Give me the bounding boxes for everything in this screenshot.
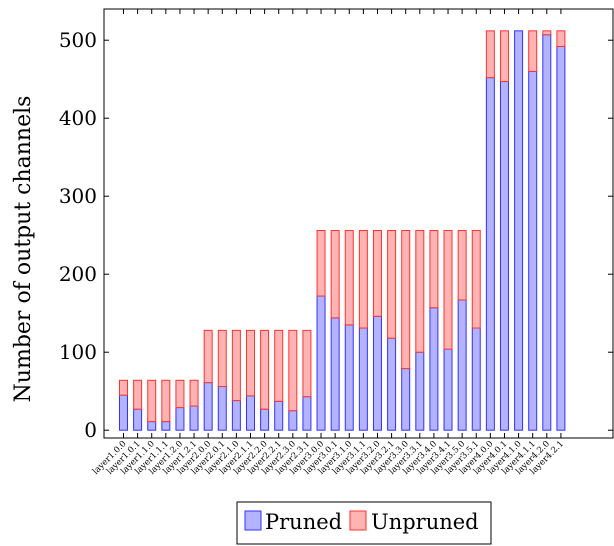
bar-pruned-layer2.1.1 <box>245 395 255 431</box>
bar-pruned-layer1.0.0 <box>119 394 128 431</box>
bar-pruned-layer3.3.0 <box>401 368 411 431</box>
bar-unpruned-layer2.1.0 <box>231 329 241 402</box>
legend-swatch-unpruned <box>349 510 367 531</box>
bar-unpruned-layer1.0.0 <box>119 379 128 396</box>
bar-unpruned-layer3.0.1 <box>330 230 340 319</box>
bar-unpruned-layer3.3.0 <box>401 230 411 370</box>
bar-unpruned-layer3.2.0 <box>372 230 382 317</box>
bar-unpruned-layer2.2.0 <box>260 329 270 410</box>
bar-pruned-layer2.0.0 <box>203 382 213 431</box>
y-tick-label: 200 <box>59 262 97 286</box>
bar-pruned-layer4.0.0 <box>485 77 495 431</box>
bar-unpruned-layer1.1.1 <box>161 379 171 423</box>
bar-pruned-layer4.2.1 <box>556 45 566 431</box>
bar-unpruned-layer4.2.1 <box>556 30 566 47</box>
bar-pruned-layer4.0.1 <box>499 81 509 431</box>
bar-pruned-layer1.2.0 <box>175 407 185 431</box>
bar-unpruned-layer2.3.0 <box>288 329 298 412</box>
bar-unpruned-layer3.4.0 <box>429 230 439 309</box>
bar-unpruned-layer3.2.1 <box>387 230 397 339</box>
y-tick-label: 0 <box>84 418 97 442</box>
bar-pruned-layer3.2.1 <box>387 337 397 431</box>
bar-pruned-layer2.2.0 <box>260 408 270 431</box>
x-axis-ticks: layer1.0.0layer1.0.1layer1.1.0layer1.1.1… <box>91 9 566 477</box>
y-tick-label: 400 <box>59 106 97 130</box>
bar-unpruned-layer2.0.0 <box>203 329 213 384</box>
bar-unpruned-layer2.2.1 <box>274 329 284 402</box>
legend-swatch-pruned <box>244 510 262 531</box>
bar-pruned-layer3.4.1 <box>443 348 453 431</box>
plot-frame <box>103 8 614 439</box>
bar-pruned-layer4.2.0 <box>542 34 552 431</box>
bar-pruned-layer3.0.0 <box>316 295 326 431</box>
legend: Pruned Unpruned <box>236 501 492 545</box>
bar-pruned-layer2.3.0 <box>288 410 298 431</box>
bar-unpruned-layer3.1.1 <box>358 230 368 329</box>
bar-pruned-layer2.2.1 <box>274 400 284 431</box>
legend-label-unpruned: Unpruned <box>371 510 479 534</box>
bar-unpruned-layer2.1.1 <box>245 329 255 397</box>
bar-unpruned-layer4.1.1 <box>528 30 538 72</box>
bar-pruned-layer1.0.1 <box>133 408 143 431</box>
y-tick-label: 300 <box>59 184 97 208</box>
y-tick-label: 500 <box>59 28 97 52</box>
bar-pruned-layer4.1.1 <box>528 70 538 431</box>
bar-pruned-layer3.5.1 <box>471 327 481 431</box>
bar-unpruned-layer3.5.1 <box>471 230 481 329</box>
bar-pruned-layer2.1.0 <box>231 400 241 431</box>
bar-unpruned-layer1.0.1 <box>133 379 143 410</box>
bar-unpruned-layer3.0.0 <box>316 230 326 297</box>
bar-unpruned-layer3.1.0 <box>344 230 354 326</box>
bar-pruned-layer3.2.0 <box>372 315 382 431</box>
bar-unpruned-layer4.0.0 <box>485 30 495 79</box>
bar-unpruned-layer2.3.1 <box>302 329 312 398</box>
y-tick-label: 100 <box>59 340 97 364</box>
bar-unpruned-layer4.2.0 <box>542 30 552 36</box>
bar-pruned-layer3.4.0 <box>429 307 439 431</box>
y-axis-label: Number of output channels <box>11 96 36 403</box>
bar-unpruned-layer2.0.1 <box>217 329 227 388</box>
bar-pruned-layer3.5.0 <box>457 299 467 431</box>
y-axis-ticks: 0 100 200 300 400 500 <box>59 28 613 442</box>
bar-pruned-layer4.1.0 <box>514 30 524 431</box>
bar-pruned-layer3.1.1 <box>358 327 368 431</box>
bars-group <box>119 30 566 431</box>
bar-pruned-layer1.1.1 <box>161 421 171 431</box>
bar-pruned-layer3.0.1 <box>330 317 340 431</box>
bar-unpruned-layer1.2.0 <box>175 379 185 409</box>
bar-unpruned-layer3.3.1 <box>415 230 425 353</box>
bar-unpruned-layer3.4.1 <box>443 230 453 350</box>
bar-pruned-layer1.1.0 <box>147 421 157 431</box>
bar-unpruned-layer3.5.0 <box>457 230 467 301</box>
bar-pruned-layer1.2.1 <box>189 405 199 431</box>
bar-pruned-layer2.3.1 <box>302 396 312 431</box>
bar-unpruned-layer1.1.0 <box>147 379 157 423</box>
bar-unpruned-layer4.0.1 <box>499 30 509 83</box>
legend-label-pruned: Pruned <box>265 510 342 534</box>
bar-pruned-layer3.1.0 <box>344 324 354 431</box>
bar-pruned-layer2.0.1 <box>217 386 227 431</box>
bar-pruned-layer3.3.1 <box>415 351 425 431</box>
bar-unpruned-layer1.2.1 <box>189 379 199 407</box>
